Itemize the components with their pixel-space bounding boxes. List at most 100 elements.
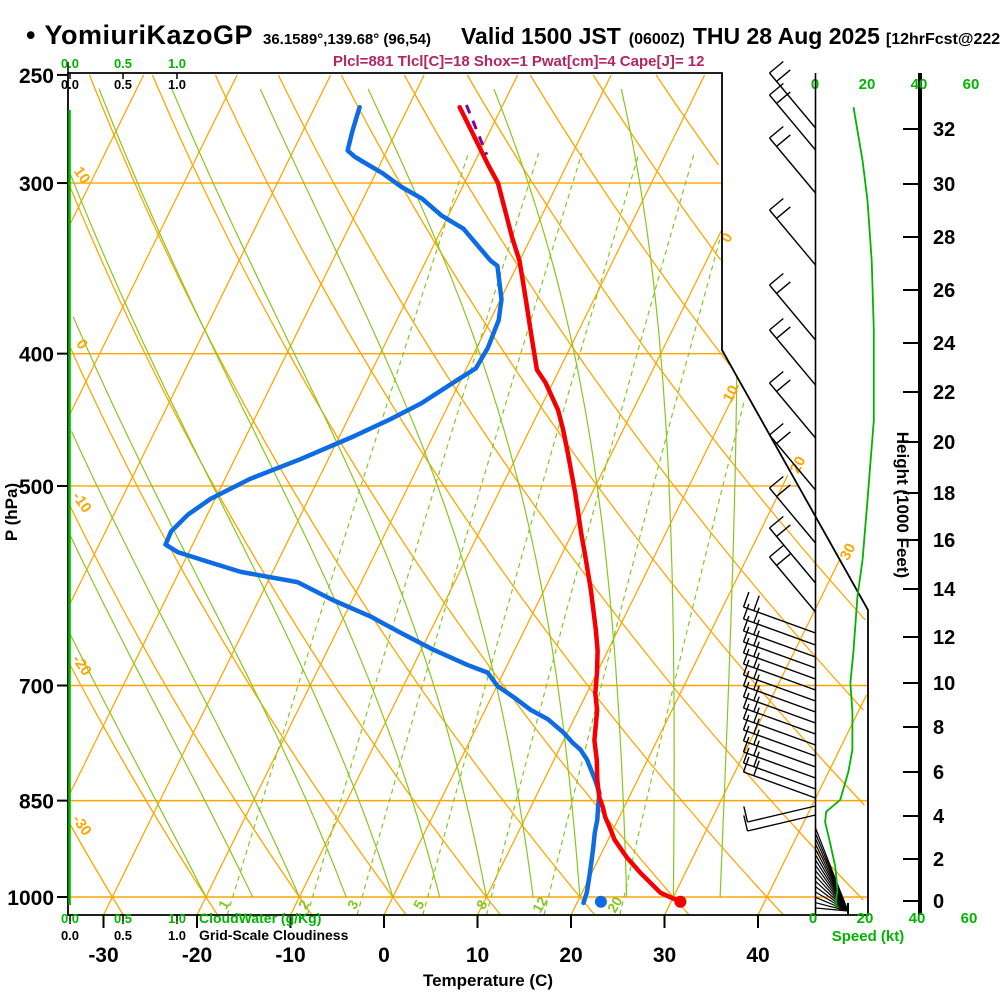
height-tick-label: 18 [933, 483, 955, 505]
cloudwater-bottom-label: 0.0 [61, 911, 79, 926]
moist-adiabat-line [98, 88, 441, 898]
moist-adiabat-line [171, 88, 487, 898]
wind-barb [768, 72, 817, 129]
stability-parameters: Plcl=881 Tlcl[C]=18 Shox=1 Pwat[cm]=4 Ca… [333, 53, 705, 70]
wind-barb-tick [742, 714, 750, 731]
surface-temperature-dot [674, 895, 687, 908]
wind-barb-tick [742, 747, 750, 764]
wind-barb-tick [776, 281, 791, 294]
isotherm-line [757, 694, 868, 916]
wind-barb-tick [753, 729, 760, 745]
wind-barb-tick [742, 626, 750, 643]
wind-barb-tick [769, 475, 784, 489]
height-tick-label: 12 [933, 627, 955, 649]
wind-barb-tick [776, 484, 791, 497]
wind-barb [743, 618, 816, 646]
wind-barb-tick [776, 379, 791, 392]
temperature-tick-label: 0 [378, 944, 390, 967]
speed-scale-bottom-label: 0 [809, 910, 817, 927]
wind-barb-tick [742, 692, 750, 709]
dry-adiabat-line [68, 184, 502, 916]
mixing-ratio-label: 3 [344, 897, 362, 912]
wind-barb-tick [742, 648, 750, 665]
isotherm-label: 10 [720, 383, 743, 406]
wind-barb-tick [753, 740, 760, 756]
temperature-tick-label: -20 [182, 944, 212, 967]
dry-adiabat-line [69, 504, 313, 916]
mixing-ratio-line [356, 152, 583, 916]
wind-barb-tick [753, 641, 760, 657]
wind-barb-tick [753, 685, 760, 701]
cloudiness-top-label: 1.0 [168, 77, 186, 92]
mixing-ratio-label: 12 [529, 894, 551, 916]
dry-adiabat-label: 10 [70, 164, 93, 187]
wind-barb [747, 814, 816, 832]
isotherm-line [69, 74, 145, 226]
wind-barb-tick [753, 595, 760, 611]
wind-barb [743, 696, 816, 724]
temperature-axis-title: Temperature (C) [423, 971, 553, 990]
isotherm-line [383, 229, 723, 916]
moist-adiabat-line [68, 632, 207, 898]
wind-barb [743, 751, 816, 779]
wind-barb-tick [742, 659, 750, 676]
speed-axis-title: Speed (kt) [832, 928, 905, 945]
wind-barb-tick [742, 725, 750, 742]
valid-date: THU 28 Aug 2025 [692, 23, 880, 49]
wind-barb-tick [769, 60, 784, 74]
wind-barb [768, 487, 817, 544]
wind-barb-fan-line [815, 896, 849, 912]
wind-barb [743, 771, 816, 799]
dry-adiabat-line [69, 664, 219, 916]
temperature-tick-label: 40 [746, 944, 769, 967]
wind-speed-profile-line [824, 107, 875, 908]
valid-time: Valid 1500 JST [460, 23, 621, 49]
wind-barb [768, 556, 817, 613]
plot-boundary [67, 72, 869, 916]
temperature-tick-label: 10 [466, 944, 489, 967]
mixing-ratio-line [422, 152, 640, 916]
wind-barb-tick [753, 630, 760, 646]
wind-barb [768, 434, 817, 491]
height-tick-label: 30 [933, 174, 955, 196]
wind-barb-tick [753, 751, 760, 767]
wind-barb-tick [776, 524, 791, 537]
moist-adiabat-line [70, 431, 300, 898]
speed-scale-top-label: 20 [859, 76, 876, 93]
cloudiness-axis-title: Grid-Scale Cloudiness [199, 927, 349, 943]
isotherm-line [68, 74, 238, 416]
speed-scale-bottom-label: 60 [961, 910, 978, 927]
moist-adiabat-line [259, 88, 534, 898]
wind-barb-tick [742, 637, 750, 654]
wind-barb-tick [776, 431, 791, 444]
moist-adiabat-line [367, 88, 581, 898]
wind-barb-tick [776, 553, 791, 566]
wind-barb [768, 94, 817, 151]
wind-barb-tick [742, 670, 750, 687]
wind-barb-fan-line [815, 886, 849, 912]
surface-dewpoint-dot [594, 895, 607, 908]
cloudwater-bottom-label: 0.5 [114, 911, 132, 926]
wind-barb-tick [769, 515, 784, 529]
pressure-tick-label: 300 [19, 173, 54, 196]
height-tick-label: 2 [933, 849, 944, 871]
wind-barb [747, 805, 816, 823]
wind-barb-tick [753, 607, 760, 623]
wind-barb [768, 209, 817, 266]
cloudiness-bottom-label: 0.0 [61, 928, 79, 943]
pressure-tick-label: 850 [19, 791, 54, 814]
wind-barb-tick [776, 206, 791, 219]
isotherm-label: 30 [837, 541, 860, 564]
pressure-tick-label: 400 [19, 344, 54, 367]
wind-barb-tick [776, 326, 791, 339]
wind-barb-fan-line [815, 870, 849, 912]
height-tick-label: 22 [933, 382, 955, 404]
cloudiness-bottom-label: 0.5 [114, 928, 132, 943]
wind-barb-tick [753, 718, 760, 734]
wind-barb-tick [743, 815, 749, 832]
dry-adiabat-line [69, 824, 124, 916]
wind-barb-tick [742, 681, 750, 698]
cloudwater-top-label: 1.0 [168, 56, 186, 71]
